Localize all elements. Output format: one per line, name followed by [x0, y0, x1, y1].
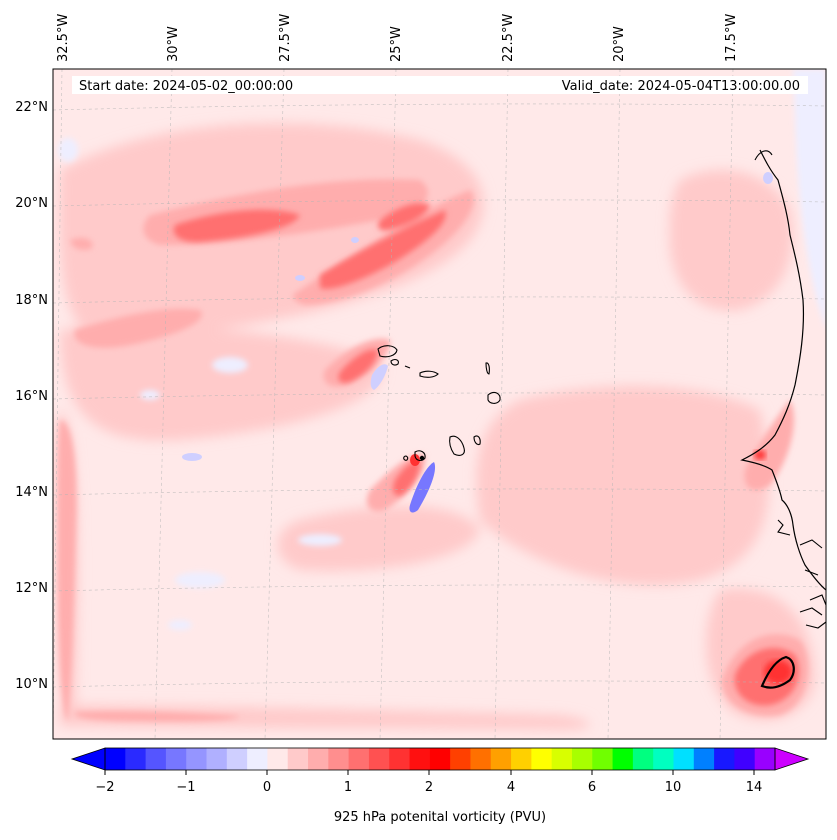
colorbar-tick-label: −2 — [95, 780, 114, 795]
lat-label: 10°N — [15, 677, 48, 692]
start-date-label: Start date: 2024-05-02_00:00:00 — [79, 79, 293, 94]
colorbar-tick-label: 1 — [344, 780, 352, 795]
colorbar-tick-label: 0 — [263, 780, 271, 795]
graticule — [53, 69, 826, 739]
colorbar-tick-label: −1 — [176, 780, 195, 795]
lat-label: 20°N — [15, 196, 48, 211]
colorbar-cell — [145, 748, 167, 770]
colorbar-cell — [450, 748, 472, 770]
colorbar-cell — [389, 748, 411, 770]
colorbar-cell — [693, 748, 715, 770]
island-boa-vista — [487, 391, 501, 404]
colorbar-tick-label: 10 — [665, 780, 682, 795]
colorbar-cell — [186, 748, 208, 770]
colorbar-cell — [105, 748, 126, 770]
colorbar-cell — [714, 748, 735, 770]
colorbar-cell — [368, 748, 390, 770]
island-sao-vicente — [390, 359, 399, 366]
colorbar-tick-label: 6 — [588, 780, 596, 795]
pv-field — [53, 69, 826, 739]
colorbar-cell — [165, 748, 187, 770]
island-santo-antao — [377, 345, 398, 358]
colorbar-cell — [125, 748, 147, 770]
pv-faint-negative — [58, 69, 826, 630]
lat-label: 16°N — [15, 389, 48, 404]
colorbar: −2 −1 0 1 2 4 6 10 14 925 hPa potenital … — [70, 747, 810, 825]
pv-negative-patches — [182, 172, 773, 513]
colorbar-frame — [104, 747, 776, 771]
colorbar-ticks: −2 −1 0 1 2 4 6 10 14 — [95, 770, 762, 795]
latitude-labels: 22°N 20°N 18°N 16°N 14°N 12°N 10°N — [15, 100, 48, 692]
lat-label: 18°N — [15, 293, 48, 308]
cape-verde-islands — [377, 345, 501, 461]
lon-label: 17.5°W — [724, 14, 739, 62]
colorbar-extend-high — [774, 747, 810, 771]
colorbar-cell — [470, 748, 492, 770]
colorbar-cell — [247, 748, 269, 770]
lat-label: 22°N — [15, 100, 48, 115]
colorbar-cell — [409, 748, 431, 770]
island-santiago — [449, 435, 465, 456]
island-brava — [403, 455, 409, 461]
colorbar-cell — [267, 748, 289, 770]
colorbar-cell — [592, 748, 614, 770]
colorbar-cell — [531, 748, 553, 770]
pv-contour-ring — [760, 655, 795, 689]
colorbar-cell — [571, 748, 593, 770]
colorbar-label: 925 hPa potenital vorticity (PVU) — [334, 810, 546, 825]
coast-detail-north — [754, 150, 826, 629]
lat-label: 14°N — [15, 485, 48, 500]
colorbar-cell — [511, 748, 532, 770]
colorbar-cell — [551, 748, 573, 770]
africa-coastline — [740, 149, 826, 591]
colorbar-extend-low — [70, 747, 106, 771]
colorbar-cell — [734, 748, 756, 770]
longitude-labels: 32.5°W 30°W 27.5°W 25°W 22.5°W 20°W 17.5… — [56, 14, 739, 62]
island-fogo — [414, 450, 426, 461]
lat-label: 12°N — [15, 581, 48, 596]
colorbar-cell — [308, 748, 329, 770]
colorbar-cell — [653, 748, 675, 770]
fogo-peak-dot — [419, 455, 425, 461]
colorbar-tick-label: 4 — [507, 780, 515, 795]
island-sal — [485, 362, 490, 375]
lon-label: 22.5°W — [501, 14, 516, 62]
colorbar-cell — [429, 748, 451, 770]
map-frame — [52, 68, 827, 740]
lon-label: 32.5°W — [56, 14, 71, 62]
colorbar-cell — [632, 748, 654, 770]
lon-label: 20°W — [612, 26, 627, 62]
valid-date-label: Valid_date: 2024-05-04T13:00:00.00 — [562, 79, 800, 94]
colorbar-cell — [754, 748, 776, 770]
pv-peak-cores — [410, 450, 792, 684]
colorbar-tick-label: 2 — [425, 780, 433, 795]
lon-label: 30°W — [166, 26, 181, 62]
colorbar-cell — [287, 748, 309, 770]
colorbar-tick-label: 14 — [746, 780, 763, 795]
date-header-bar — [72, 76, 808, 94]
colorbar-cell — [612, 748, 634, 770]
colorbar-cell — [206, 748, 228, 770]
colorbar-cell — [348, 748, 370, 770]
colorbar-cell — [673, 748, 695, 770]
colorbar-cells — [105, 748, 776, 770]
island-sao-nicolau — [419, 370, 439, 378]
colorbar-cell — [490, 748, 512, 770]
lon-label: 27.5°W — [278, 14, 293, 62]
colorbar-cell — [226, 748, 248, 770]
colorbar-cell — [328, 748, 350, 770]
island-santa-luzia — [404, 365, 411, 369]
island-maio — [473, 435, 481, 446]
lon-label: 25°W — [389, 26, 404, 62]
